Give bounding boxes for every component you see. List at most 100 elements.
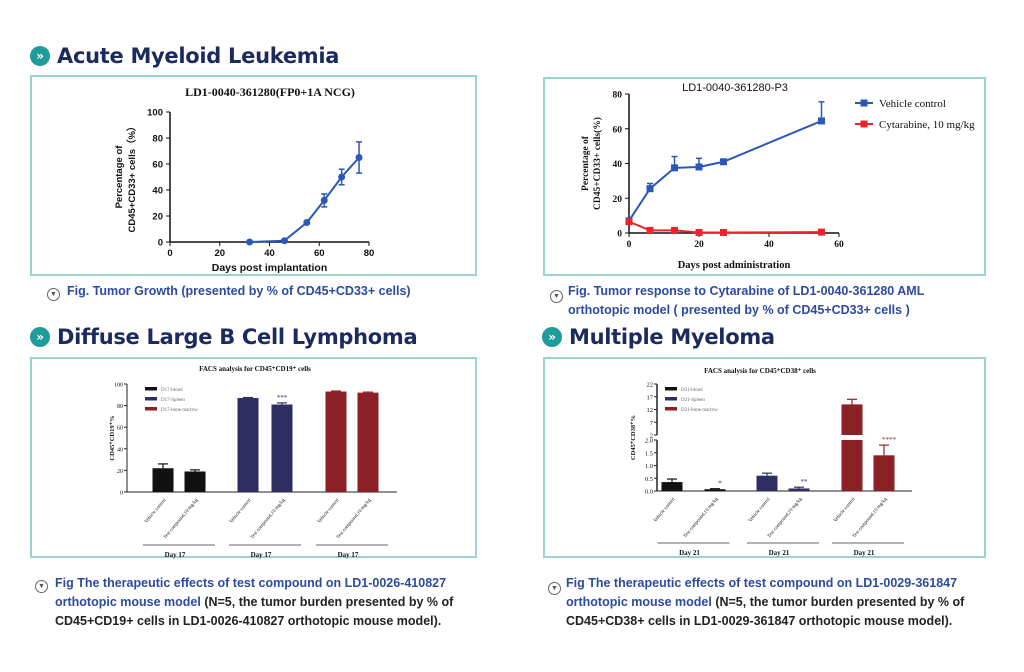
legend-swatch (665, 397, 677, 401)
data-point (695, 228, 703, 236)
x-tick-label: Test compound,10 mg/kg (852, 497, 889, 540)
y-tick-label: 0 (617, 230, 622, 240)
legend-label: D17-blood (161, 388, 183, 393)
y-tick-label: 20 (117, 469, 123, 475)
x-tick-label: Vehicle control (229, 498, 253, 525)
y-axis-label: Percentage of (114, 145, 125, 209)
caption-dropdown-icon[interactable]: ▼ (548, 582, 561, 595)
data-point (280, 237, 288, 245)
line-chart-0: LD1-0040-361280(FP0+1A NCG) 0 20 40 60 80 0 20 4… (114, 85, 374, 274)
x-tick-label: 0 (627, 240, 632, 250)
caption-dropdown-icon[interactable]: ▼ (47, 288, 60, 301)
legend-label: D21-blood (681, 388, 703, 393)
section-title: Diffuse Large B Cell Lymphoma (57, 325, 418, 349)
significance-label: **** (882, 436, 897, 444)
significance-label: ** (801, 478, 809, 486)
double-chevron-right-icon: » (30, 327, 50, 347)
legend-marker (860, 120, 868, 128)
legend-label: D17-Spleen (161, 398, 185, 403)
y-tick-label: 100 (147, 108, 163, 119)
caption-cytarabine: Fig. Tumor response to Cytarabine of LD1… (568, 282, 988, 320)
data-point (646, 226, 654, 234)
bar (873, 455, 895, 491)
x-tick-label: 40 (764, 240, 774, 250)
caption-dropdown-icon[interactable]: ▼ (35, 580, 48, 593)
chart-title: LD1-0040-361280(FP0+1A NCG) (185, 85, 355, 99)
y-tick-label: 40 (152, 186, 163, 197)
data-point (625, 218, 633, 226)
y-axis-label: CD45⁺CD38⁺% (630, 415, 637, 460)
group-label: Day 21 (679, 549, 700, 557)
series-line (249, 156, 360, 243)
chart-box-mm (543, 357, 986, 558)
y-axis-label: CD45⁺CD19⁺% (109, 415, 116, 460)
group-label: Day 21 (854, 549, 875, 557)
caption-text-highlight: Fig The therapeutic effects of test comp… (55, 576, 447, 609)
x-tick-label: 20 (694, 240, 704, 250)
bar-chart-1: FACS analysis for CD45⁺CD38⁺ cells 0.0 0.5… (630, 367, 912, 557)
double-chevron-right-icon: » (30, 46, 50, 66)
heading-diffuse-large-b-cell-lymphoma: » Diffuse Large B Cell Lymphoma (30, 325, 418, 349)
caption-dropdown-icon[interactable]: ▼ (550, 290, 563, 303)
x-tick-label: 20 (214, 248, 225, 259)
chart-box-cytarabine (543, 77, 986, 276)
x-tick-label: 0 (167, 248, 172, 259)
y-axis-label: CD45+CD33+ cells(%) (592, 117, 603, 210)
section-title: Acute Myeloid Leukemia (57, 44, 340, 68)
data-point (646, 185, 654, 193)
x-axis-label: Days post implantation (212, 262, 328, 274)
x-axis-label: Days post administration (678, 260, 791, 271)
bar (325, 391, 347, 492)
y-tick-label: 80 (117, 404, 123, 410)
bar (184, 471, 206, 492)
legend-label: Cytarabine, 10 mg/kg (879, 119, 975, 131)
chart-title: FACS analysis for CD45⁺CD19⁺ cells (199, 365, 311, 373)
bar (841, 440, 863, 491)
bar (661, 482, 683, 491)
bar (841, 404, 863, 435)
legend-swatch (665, 387, 677, 391)
data-point (671, 226, 678, 234)
legend-label: Vehicle control (879, 98, 946, 110)
double-chevron-right-icon: » (542, 327, 562, 347)
bar (756, 475, 778, 491)
y-tick-label: 80 (152, 134, 163, 145)
caption-text: (N=5, the tumor burden presented by % of… (55, 595, 454, 628)
x-tick-label: Vehicle control (144, 498, 168, 525)
y-tick-label: 0.5 (645, 476, 653, 483)
data-point (671, 164, 678, 172)
y-axis-label: Percentage of (581, 135, 591, 191)
significance-label: *** (277, 394, 288, 402)
legend-label: D21-bone marrow (681, 408, 718, 413)
y-tick-label: 2.0 (645, 438, 653, 445)
legend-marker (860, 99, 868, 107)
y-tick-label: 40 (117, 447, 123, 453)
data-point (303, 219, 311, 226)
bar (237, 398, 259, 492)
chart-title: LD1-0040-361280-P3 (682, 82, 788, 94)
x-tick-label: Vehicle control (317, 498, 341, 525)
y-tick-label: 60 (613, 125, 623, 135)
data-point (818, 117, 825, 125)
caption-tumor-growth: Fig. Tumor Growth (presented by % of CD4… (67, 282, 467, 301)
x-tick-label: 60 (834, 240, 844, 250)
y-tick-label: 12 (647, 407, 654, 414)
y-tick-label: 17 (647, 394, 654, 401)
y-tick-label: 40 (613, 160, 623, 170)
caption-text: (N=5, the tumor burden presented by % of… (566, 595, 965, 628)
significance-label: * (718, 480, 722, 488)
bar (788, 488, 810, 491)
x-tick-label: Vehicle control (653, 497, 677, 524)
data-point (818, 228, 825, 236)
legend-label: D17-bone marrow (161, 408, 198, 413)
x-tick-label: Vehicle control (748, 497, 772, 524)
caption-text: Fig. Tumor Growth (presented by % of CD4… (67, 284, 411, 298)
x-tick-label: Test compound,10 mg/kg (163, 498, 200, 541)
data-point (720, 158, 727, 166)
y-tick-label: 1.0 (645, 463, 653, 470)
x-tick-label: Test compound,10 mg/kg (683, 497, 720, 540)
x-tick-label: Test compound,10 mg/kg (767, 497, 804, 540)
data-point (246, 238, 254, 246)
y-tick-label: 2 (650, 433, 653, 440)
heading-acute-myeloid-leukemia: » Acute Myeloid Leukemia (30, 44, 339, 68)
